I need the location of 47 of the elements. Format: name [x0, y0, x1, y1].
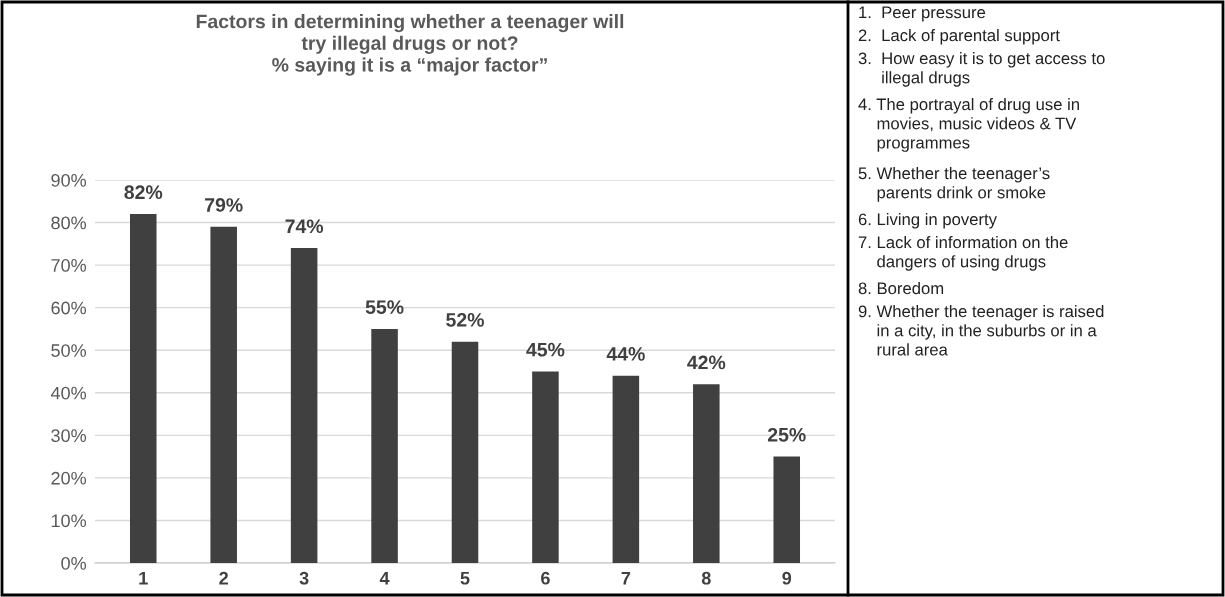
- bar: [129, 214, 157, 563]
- data-label: 25%: [767, 427, 806, 442]
- data-label: 82%: [124, 185, 163, 200]
- y-tick-label: 10%: [51, 514, 87, 528]
- y-tick-label: 70%: [51, 259, 87, 272]
- x-tick-label: 3: [299, 571, 309, 585]
- x-tick-label: 5: [460, 572, 470, 585]
- text: 4. The portrayal of drug use in movies, music videos & TV programmes: [858, 98, 1079, 152]
- x-tick-label: 8: [701, 571, 711, 585]
- data-label: 52%: [446, 312, 484, 327]
- bar: [773, 456, 801, 563]
- bar: [210, 226, 237, 563]
- text: 2. Lack of parental support: [858, 29, 1060, 45]
- text: 8. Boredom: [858, 282, 944, 295]
- bar: [371, 328, 398, 563]
- text: 6. Living in poverty: [858, 213, 997, 229]
- text: 9. Whether the teenager is raised in a city, in the suburbs or in a rural area: [858, 305, 1104, 356]
- text: 5. Whether the teenager’s parents drink or smoke: [858, 167, 1050, 202]
- y-tick-label: 50%: [51, 344, 87, 357]
- text: 7. Lack of information on the dangers of using drugs: [858, 236, 1068, 271]
- y-tick-label: 0%: [61, 556, 87, 570]
- data-label: 42%: [687, 355, 726, 370]
- x-tick-label: 6: [541, 571, 550, 585]
- text: 3. How easy it is to get access to illegal drugs: [858, 52, 1105, 87]
- data-label: 74%: [285, 219, 324, 234]
- y-tick-label: 20%: [51, 471, 87, 485]
- data-label: 79%: [205, 198, 243, 212]
- data-label: 55%: [365, 300, 404, 314]
- bar: [532, 371, 559, 563]
- text: 1. Peer pressure: [859, 6, 986, 22]
- bar: [693, 384, 720, 563]
- bar: [612, 375, 640, 563]
- x-tick-label: 9: [782, 571, 792, 585]
- bar: [451, 341, 479, 563]
- y-tick-label: 90%: [51, 173, 87, 187]
- y-tick-label: 40%: [50, 386, 87, 400]
- data-label: 45%: [526, 342, 565, 357]
- x-tick-label: 7: [621, 572, 631, 585]
- bar: [290, 248, 318, 563]
- x-tick-label: 2: [219, 571, 228, 585]
- x-tick-label: 1: [139, 572, 148, 585]
- y-tick-label: 80%: [51, 216, 87, 230]
- data-label: 44%: [606, 347, 645, 361]
- y-tick-label: 30%: [51, 429, 87, 443]
- x-tick-label: 4: [379, 572, 390, 585]
- chart-title: Factors in determining whether a teenager will try illegal drugs or not? % saying it is a “major factor”: [196, 14, 624, 76]
- y-tick-label: 60%: [51, 301, 87, 315]
